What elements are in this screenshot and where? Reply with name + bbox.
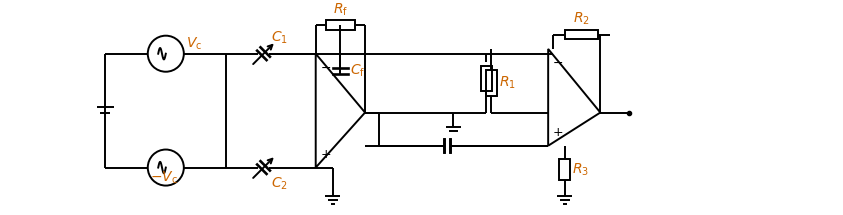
- Bar: [486, 70, 497, 96]
- Text: $C_1$: $C_1$: [271, 30, 288, 46]
- Text: $C_2$: $C_2$: [271, 175, 288, 192]
- Text: $-$: $-$: [552, 56, 563, 69]
- Text: $V_\mathrm{c}$: $V_\mathrm{c}$: [185, 35, 202, 52]
- Bar: [326, 20, 355, 30]
- Text: $+$: $+$: [552, 126, 563, 139]
- Bar: [481, 66, 492, 91]
- Text: $R_\mathrm{f}$: $R_\mathrm{f}$: [333, 1, 348, 18]
- Bar: [566, 30, 598, 40]
- Text: $+$: $+$: [319, 148, 330, 161]
- Text: $R_2$: $R_2$: [573, 11, 590, 27]
- Text: $R_3$: $R_3$: [572, 161, 589, 178]
- Text: $-$: $-$: [319, 60, 330, 74]
- Text: $-V_\mathrm{c}$: $-V_\mathrm{c}$: [150, 169, 178, 186]
- Text: $R_1$: $R_1$: [499, 75, 516, 91]
- Text: $C_\mathrm{f}$: $C_\mathrm{f}$: [350, 63, 365, 79]
- Bar: [559, 159, 571, 180]
